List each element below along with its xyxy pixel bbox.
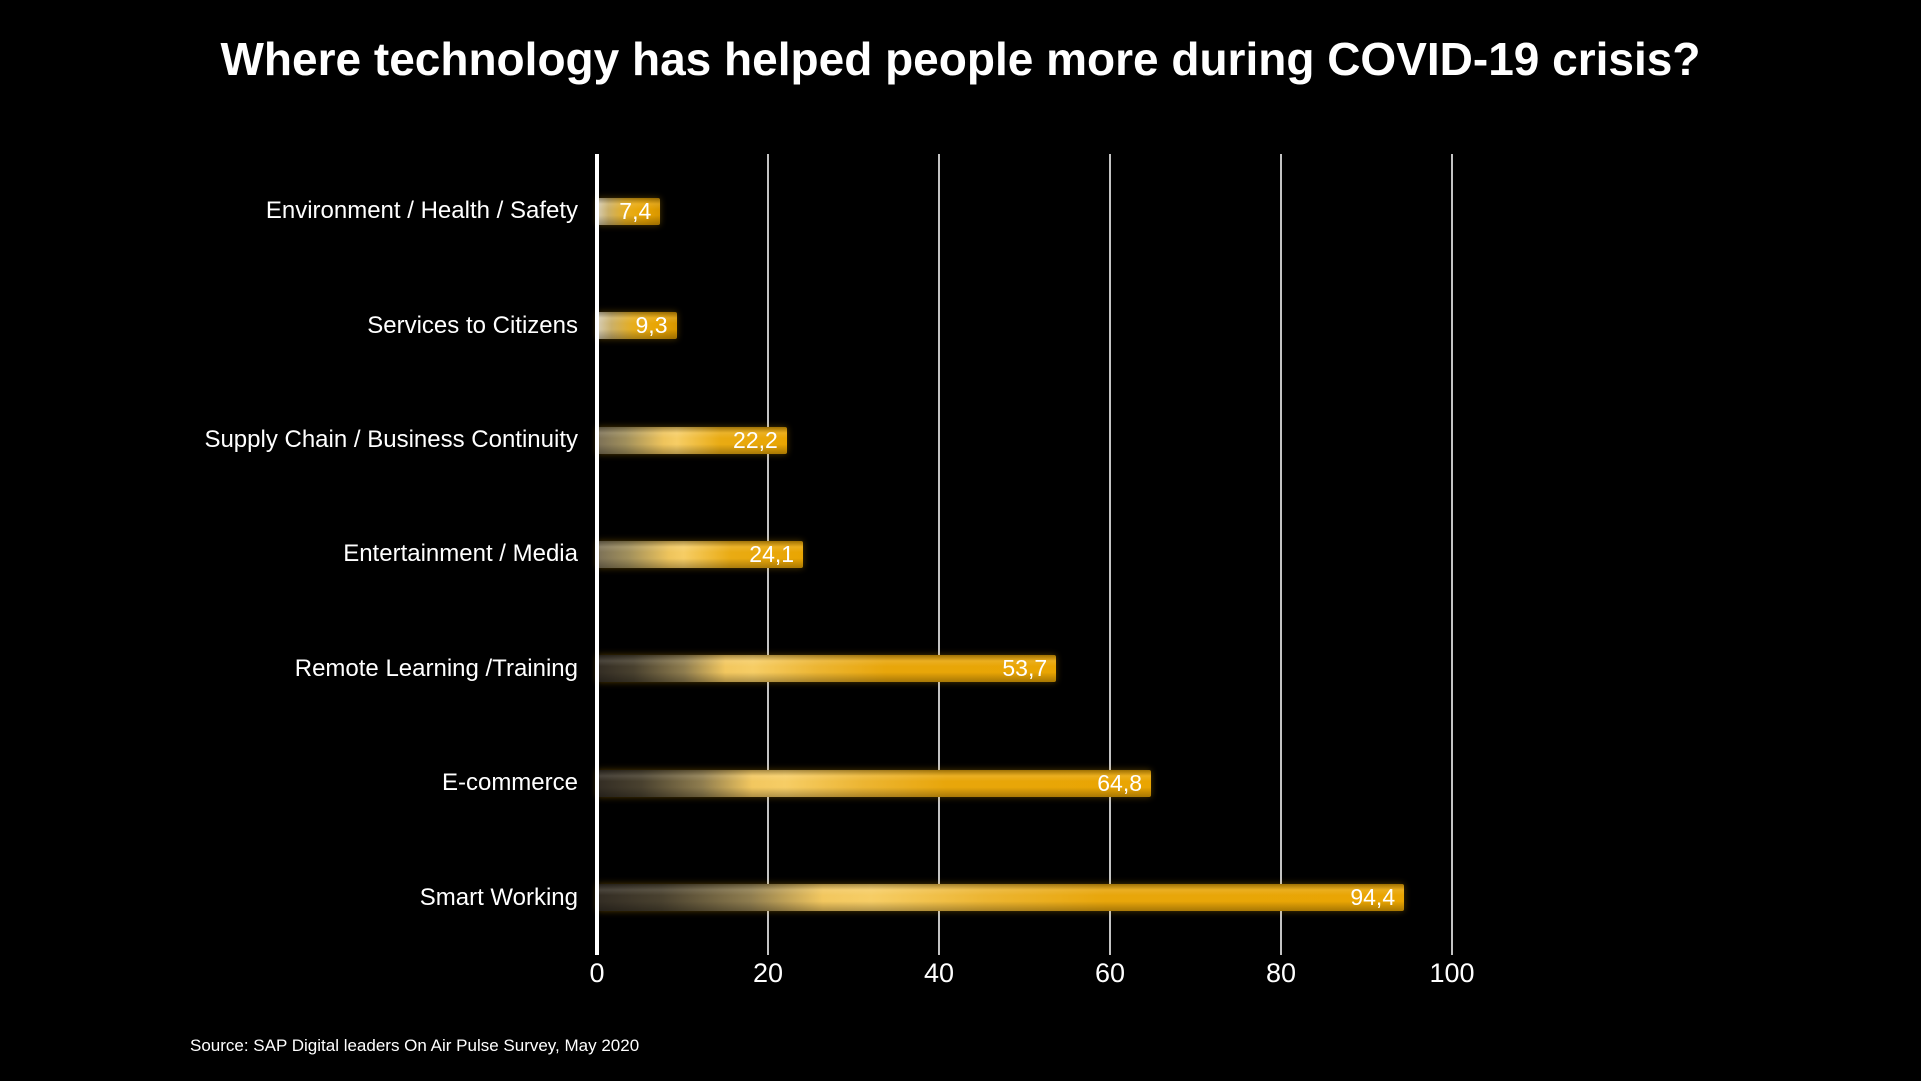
category-label: E-commerce [441,769,578,797]
x-tick-label-40: 40 [923,958,955,988]
bar-row-5: E-commerce 64,8 [0,726,1921,840]
source-note: Source: SAP Digital leaders On Air Pulse… [190,1036,640,1055]
bar: 24,1 [597,540,804,568]
x-tick-label-60: 60 [1094,958,1126,988]
bar-row-0: Environment / Health / Safety 7,4 [0,154,1921,268]
bar: 94,4 [597,884,1405,912]
value-label: 64,8 [1097,769,1143,796]
bar: 22,2 [597,426,787,454]
y-axis-line [595,154,599,955]
bar: 53,7 [597,655,1057,683]
value-label: 24,1 [749,540,795,567]
x-tick-label-100: 100 [1429,958,1475,988]
category-label: Environment / Health / Safety [265,197,578,225]
value-label: 53,7 [1002,655,1048,682]
value-label: 7,4 [619,197,652,224]
x-tick-label-0: 0 [589,958,605,988]
bar: 7,4 [597,197,661,225]
bar-row-2: Supply Chain / Business Continuity 22,2 [0,383,1921,497]
gridline-60 [1109,154,1111,955]
x-tick-label-80: 80 [1265,958,1297,988]
gridline-100 [1451,154,1453,955]
bar-row-6: Smart Working 94,4 [0,841,1921,955]
category-label: Services to Citizens [367,311,578,339]
bar: 9,3 [597,312,677,340]
value-label: 9,3 [635,312,668,339]
category-label: Smart Working [419,883,578,911]
x-tick-label-20: 20 [752,958,784,988]
bar-row-1: Services to Citizens 9,3 [0,268,1921,382]
bar-row-3: Entertainment / Media 24,1 [0,497,1921,611]
value-label: 94,4 [1350,884,1396,911]
chart-title: Where technology has helped people more … [220,33,1701,85]
gridline-80 [1280,154,1282,955]
gridline-40 [938,154,940,955]
category-label: Supply Chain / Business Continuity [204,426,578,454]
value-label: 22,2 [733,426,778,453]
bar: 64,8 [597,769,1152,797]
category-label: Remote Learning /Training [294,654,578,682]
bar-row-4: Remote Learning /Training 53,7 [0,612,1921,726]
category-label: Entertainment / Media [343,540,578,568]
